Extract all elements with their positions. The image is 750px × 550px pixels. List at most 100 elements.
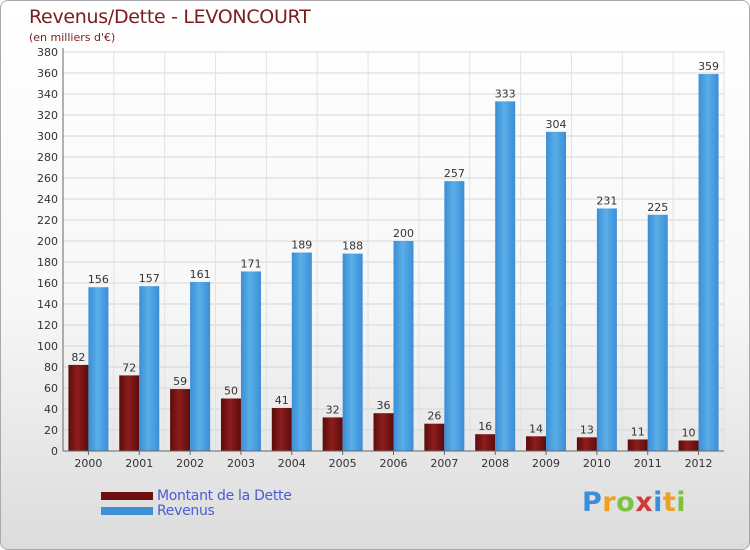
- data-label-revenus: 333: [495, 87, 516, 100]
- y-tick-label: 100: [37, 340, 58, 353]
- x-tick-label: 2003: [227, 457, 255, 470]
- data-label-revenus: 157: [139, 272, 160, 285]
- y-tick-label: 380: [37, 46, 58, 59]
- legend-swatch-revenus: [101, 506, 153, 515]
- data-label-debt: 10: [682, 427, 696, 440]
- y-tick-label: 0: [51, 445, 58, 458]
- data-label-revenus: 161: [190, 268, 211, 281]
- data-label-revenus: 189: [291, 239, 312, 252]
- data-label-debt: 11: [631, 425, 645, 438]
- bar-debt: [119, 375, 140, 451]
- logo-letter: i: [653, 487, 663, 518]
- y-tick-label: 180: [37, 256, 58, 269]
- bar-debt: [424, 423, 445, 451]
- bar-revenus: [495, 101, 516, 451]
- y-tick-label: 300: [37, 130, 58, 143]
- data-label-debt: 41: [275, 394, 289, 407]
- y-tick-label: 340: [37, 88, 58, 101]
- x-tick-label: 2010: [583, 457, 611, 470]
- bar-revenus: [596, 208, 617, 451]
- legend: Montant de la Dette Revenus: [101, 487, 292, 519]
- x-tick-label: 2007: [430, 457, 458, 470]
- logo-letter: i: [676, 487, 687, 518]
- logo-letter: t: [662, 487, 677, 518]
- y-tick-label: 120: [37, 319, 58, 332]
- y-tick-label: 360: [37, 67, 58, 80]
- proxiti-logo: Proxiti: [582, 487, 686, 518]
- bar-debt: [271, 407, 292, 451]
- bar-debt: [526, 436, 547, 451]
- x-tick-label: 2009: [532, 457, 560, 470]
- x-tick-label: 2012: [685, 457, 713, 470]
- chart-subtitle: (en milliers d'€): [29, 31, 116, 44]
- data-label-debt: 36: [377, 399, 391, 412]
- legend-label-revenus: Revenus: [157, 502, 215, 519]
- x-tick-label: 2008: [481, 457, 509, 470]
- logo-letter: x: [635, 487, 654, 518]
- x-tick-label: 2006: [380, 457, 408, 470]
- bar-debt: [678, 440, 699, 451]
- chart-title: Revenus/Dette - LEVONCOURT: [29, 6, 311, 28]
- bar-debt: [170, 389, 191, 451]
- bar-revenus: [88, 287, 109, 451]
- data-label-debt: 13: [580, 423, 594, 436]
- bar-revenus: [139, 286, 160, 451]
- data-label-debt: 82: [71, 351, 85, 364]
- logo-letter: P: [582, 487, 603, 518]
- bar-revenus: [393, 241, 414, 451]
- x-tick-label: 2005: [329, 457, 357, 470]
- data-label-revenus: 225: [647, 201, 668, 214]
- bar-revenus: [240, 271, 261, 451]
- y-tick-label: 320: [37, 109, 58, 122]
- x-tick-label: 2001: [125, 457, 153, 470]
- y-tick-label: 40: [44, 403, 58, 416]
- y-tick-label: 140: [37, 298, 58, 311]
- x-tick-label: 2011: [634, 457, 662, 470]
- y-tick-label: 260: [37, 172, 58, 185]
- bar-revenus: [647, 214, 668, 451]
- data-label-revenus: 359: [698, 60, 719, 73]
- data-label-revenus: 156: [88, 273, 109, 286]
- y-tick-label: 60: [44, 382, 58, 395]
- data-label-revenus: 171: [240, 257, 261, 270]
- y-tick-label: 280: [37, 151, 58, 164]
- bar-debt: [68, 364, 89, 451]
- legend-item-debt: Montant de la Dette: [101, 487, 292, 504]
- bar-debt: [220, 398, 241, 451]
- legend-label-debt: Montant de la Dette: [157, 487, 292, 504]
- y-tick-label: 160: [37, 277, 58, 290]
- data-label-revenus: 200: [393, 227, 414, 240]
- x-tick-label: 2000: [74, 457, 102, 470]
- data-label-revenus: 257: [444, 167, 465, 180]
- data-label-debt: 72: [122, 361, 136, 374]
- bar-revenus: [190, 281, 211, 451]
- bar-revenus: [342, 253, 363, 451]
- bar-debt: [373, 413, 394, 451]
- data-label-debt: 26: [427, 410, 441, 423]
- x-tick-label: 2002: [176, 457, 204, 470]
- data-label-revenus: 231: [596, 194, 617, 207]
- data-label-revenus: 304: [546, 118, 567, 131]
- data-label-debt: 16: [478, 420, 492, 433]
- bar-revenus: [546, 131, 567, 452]
- y-tick-label: 20: [44, 424, 58, 437]
- bar-debt: [627, 439, 648, 451]
- data-label-revenus: 188: [342, 240, 363, 253]
- bar-debt: [475, 434, 496, 451]
- data-label-debt: 14: [529, 422, 543, 435]
- y-tick-label: 200: [37, 235, 58, 248]
- data-label-debt: 32: [326, 403, 340, 416]
- legend-swatch-debt: [101, 491, 153, 500]
- bar-revenus: [698, 74, 719, 452]
- legend-item-revenus: Revenus: [101, 502, 292, 519]
- data-label-debt: 59: [173, 375, 187, 388]
- bar-revenus: [444, 181, 465, 451]
- logo-letter: o: [616, 487, 636, 518]
- data-label-debt: 50: [224, 385, 238, 398]
- bar-debt: [322, 417, 343, 451]
- logo-letter: r: [602, 487, 617, 518]
- x-tick-label: 2004: [278, 457, 306, 470]
- bar-debt: [576, 437, 597, 451]
